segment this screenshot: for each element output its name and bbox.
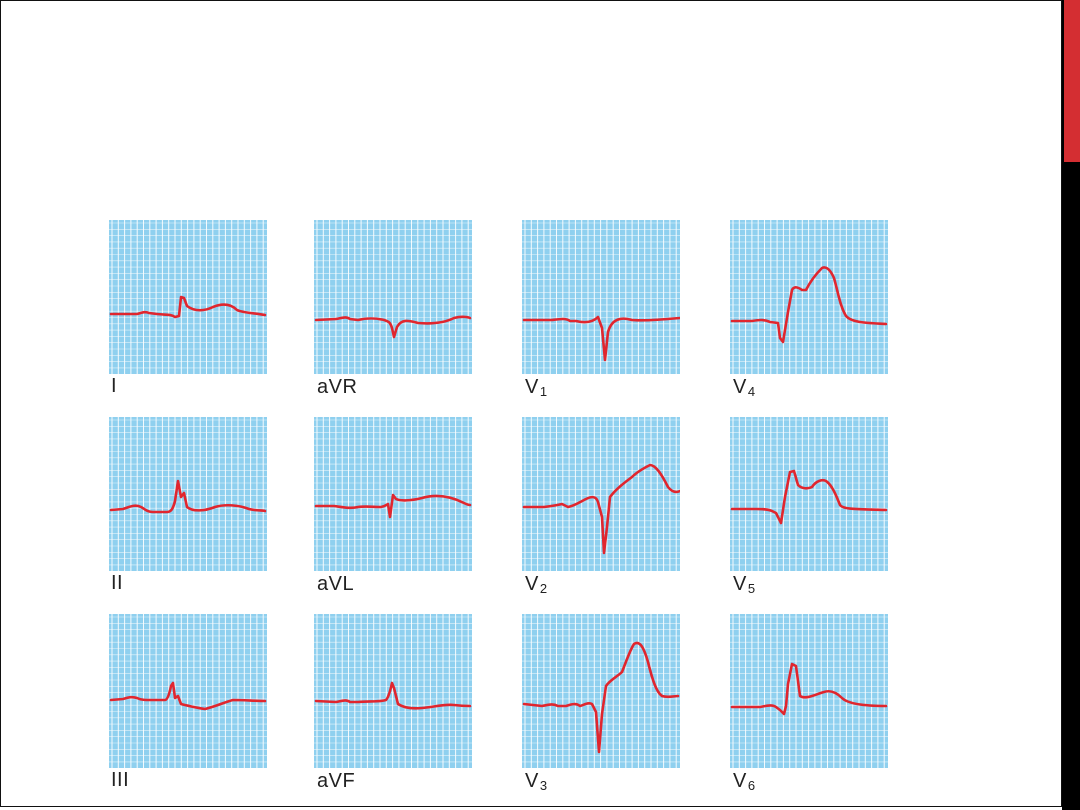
ecg-trace-V6 <box>730 662 888 716</box>
grid-lines <box>314 417 472 571</box>
grid-lines <box>109 417 267 571</box>
ecg-panel-V3 <box>522 614 680 768</box>
ecg-panel-V5 <box>730 417 888 571</box>
ecg-trace-aVR <box>314 315 472 339</box>
lead-label-aVR: aVR <box>317 376 358 398</box>
ecg-panel-V1 <box>522 220 680 374</box>
ecg-grid-II <box>109 417 267 571</box>
ecg-panel-I <box>109 220 267 374</box>
slide-frame: I aVR V1 V4 II aVL V2 V5 III aVF V3 V6 <box>0 0 1062 807</box>
grid-lines <box>109 220 267 374</box>
ecg-grid-III <box>109 614 267 768</box>
ecg-grid-aVR <box>314 220 472 374</box>
lead-label-V3: V3 <box>525 770 548 793</box>
ecg-panel-II <box>109 417 267 571</box>
ecg-grid-aVL <box>314 417 472 571</box>
lead-label-II: II <box>111 572 124 594</box>
ecg-panel-V4 <box>730 220 888 374</box>
ecg-panel-V2 <box>522 417 680 571</box>
lead-label-V4: V4 <box>733 376 756 399</box>
grid-lines <box>314 614 472 768</box>
lead-label-aVL: aVL <box>317 573 355 595</box>
ecg-grid-aVF <box>314 614 472 768</box>
ecg-trace-aVF <box>314 681 472 710</box>
ecg-grid-V4 <box>730 220 888 374</box>
ecg-panel-aVR <box>314 220 472 374</box>
ecg-trace-V3 <box>522 641 680 754</box>
ecg-grid-V2 <box>522 417 680 571</box>
lead-label-I: I <box>111 375 118 397</box>
ecg-grid-V6 <box>730 614 888 768</box>
ecg-panel-aVL <box>314 417 472 571</box>
ecg-trace-V4 <box>730 266 888 344</box>
ecg-trace-V5 <box>730 469 888 525</box>
lead-label-V1: V1 <box>525 376 548 399</box>
slide-edge-black-bar <box>1062 0 1080 810</box>
slide-edge-red-bar <box>1064 0 1080 162</box>
ecg-grid-V1 <box>522 220 680 374</box>
ecg-trace-III <box>109 681 267 711</box>
lead-label-V2: V2 <box>525 573 548 596</box>
ecg-panel-aVF <box>314 614 472 768</box>
ecg-grid-I <box>109 220 267 374</box>
grid-lines <box>109 614 267 768</box>
ecg-panel-V6 <box>730 614 888 768</box>
ecg-trace-aVL <box>314 493 472 519</box>
ecg-grid-V3 <box>522 614 680 768</box>
grid-lines <box>314 220 472 374</box>
ecg-trace-V2 <box>522 463 680 555</box>
ecg-grid-V5 <box>730 417 888 571</box>
lead-label-V6: V6 <box>733 770 756 793</box>
lead-label-V5: V5 <box>733 573 756 596</box>
ecg-panel-III <box>109 614 267 768</box>
lead-label-III: III <box>111 769 130 791</box>
ecg-trace-V1 <box>522 315 680 362</box>
grid-lines <box>522 220 680 374</box>
lead-label-aVF: aVF <box>317 770 356 792</box>
ecg-trace-II <box>109 479 267 514</box>
ecg-trace-I <box>109 295 267 319</box>
